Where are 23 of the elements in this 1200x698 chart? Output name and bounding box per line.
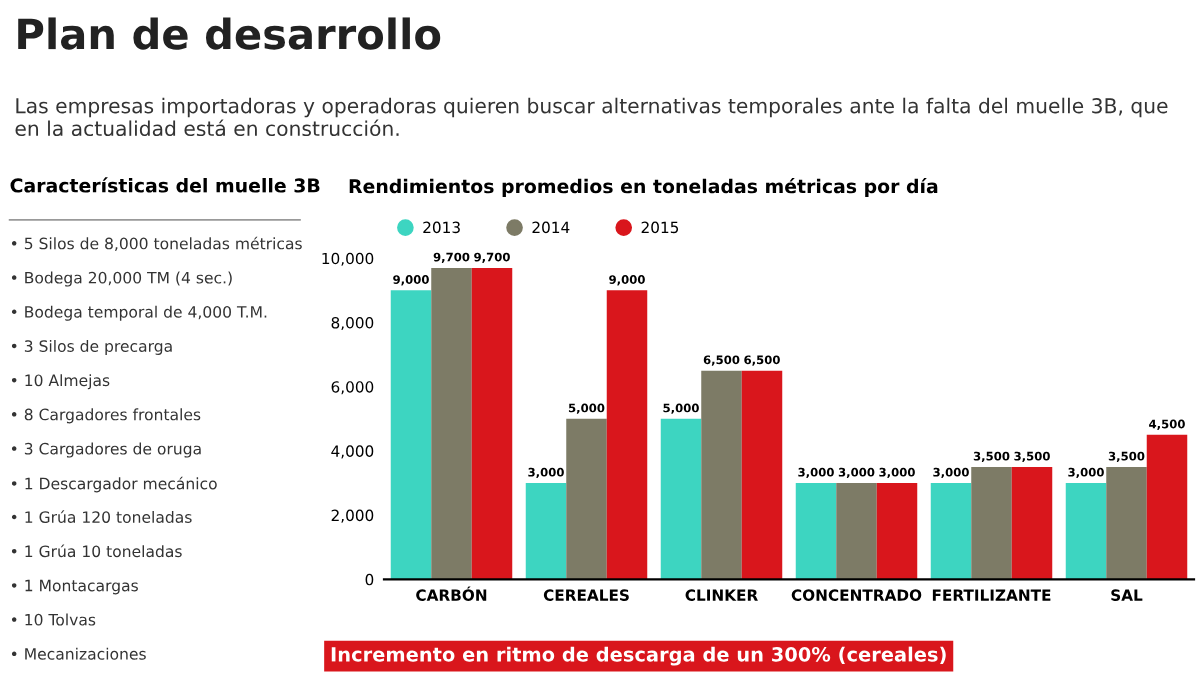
bar bbox=[660, 418, 702, 580]
bar bbox=[471, 267, 513, 580]
bar bbox=[525, 483, 567, 580]
bar bbox=[566, 418, 607, 580]
text: Características del muelle 3B bbox=[10, 177, 320, 193]
bar bbox=[431, 267, 472, 580]
text: Plan de desarrollo bbox=[18, 17, 441, 50]
bar bbox=[741, 370, 783, 580]
bar bbox=[1065, 483, 1107, 580]
bar bbox=[701, 370, 742, 580]
bar bbox=[971, 466, 1012, 580]
text: Las empresas importadoras y operadoras quieren buscar alternativas temporales ante la falta del muelle 3B, que en la actualidad está en construcción. bbox=[15, 97, 1168, 137]
bar bbox=[606, 290, 648, 580]
bar bbox=[836, 483, 877, 580]
bar bbox=[1106, 466, 1147, 580]
bar bbox=[1011, 466, 1053, 580]
bar bbox=[930, 483, 972, 580]
bar bbox=[390, 290, 432, 580]
text: Incremento en ritmo de descarga de un 300% (cereales) bbox=[331, 646, 946, 666]
bar bbox=[1146, 434, 1188, 580]
chart-title: Rendimientos promedios en toneladas métricas por día bbox=[349, 177, 938, 198]
bar bbox=[795, 483, 837, 580]
bar bbox=[876, 483, 918, 580]
